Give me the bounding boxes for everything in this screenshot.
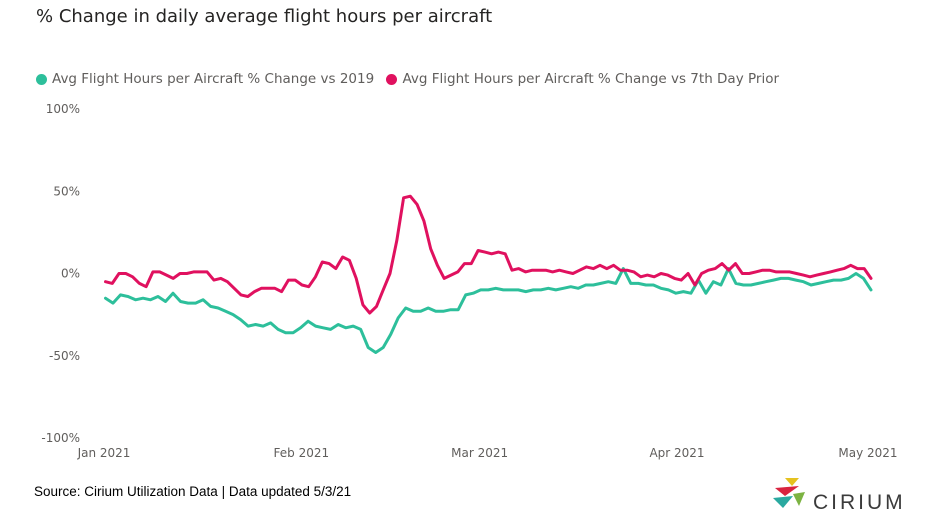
cirium-logo-text: CIRIUM	[813, 491, 906, 514]
cirium-logo-icon	[773, 478, 805, 508]
legend-label-vs-7th-day: Avg Flight Hours per Aircraft % Change v…	[402, 71, 780, 87]
y-tick-label: 50%	[53, 184, 80, 198]
x-tick-label: Feb 2021	[274, 446, 330, 460]
cirium-logo: CIRIUM	[771, 476, 911, 516]
x-tick-label: Mar 2021	[451, 446, 508, 460]
series-line-vs-2019[interactable]	[104, 267, 873, 354]
x-tick-label: Jan 2021	[77, 446, 131, 460]
x-tick-label: May 2021	[838, 446, 897, 460]
y-tick-label: 100%	[46, 102, 80, 116]
legend-item-vs-7th-day[interactable]: Avg Flight Hours per Aircraft % Change v…	[386, 71, 779, 87]
legend-marker-vs-2019	[36, 73, 47, 85]
x-axis: Jan 2021 Feb 2021 Mar 2021 Apr 2021 May 2021	[77, 446, 898, 460]
logo-shard-0	[785, 478, 799, 486]
logo-shard-2	[773, 496, 793, 508]
chart-title: % Change in daily average flight hours p…	[36, 6, 493, 27]
x-tick-label: Apr 2021	[649, 446, 704, 460]
y-axis: 100% 50% 0% -50% -100%	[41, 102, 80, 445]
y-tick-label: 0%	[61, 267, 80, 281]
legend-item-vs-2019[interactable]: Avg Flight Hours per Aircraft % Change v…	[36, 71, 374, 87]
y-tick-label: -100%	[41, 431, 80, 445]
series-lines	[104, 194, 873, 354]
source-footnote: Source: Cirium Utilization Data | Data u…	[34, 484, 352, 499]
legend-marker-vs-7th-day	[386, 73, 398, 85]
y-tick-label: -50%	[49, 349, 80, 363]
legend-label-vs-2019: Avg Flight Hours per Aircraft % Change v…	[52, 71, 375, 87]
series-line-vs-7th-day[interactable]	[104, 194, 873, 315]
legend: Avg Flight Hours per Aircraft % Change v…	[36, 71, 787, 89]
logo-shard-3	[793, 492, 805, 506]
logo-shard-1	[775, 486, 799, 496]
